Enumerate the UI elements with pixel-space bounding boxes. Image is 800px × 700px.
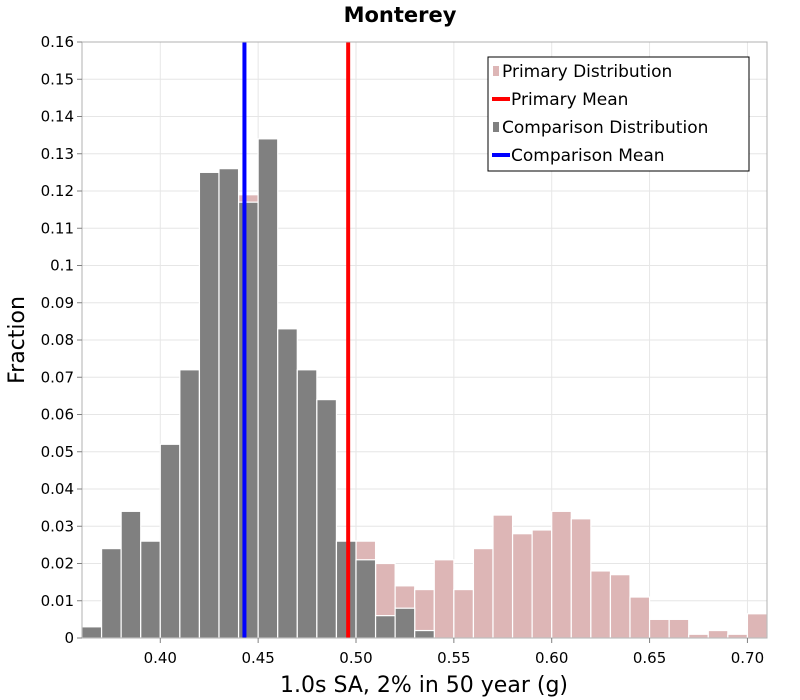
comparison-distribution-bar <box>100 547 122 639</box>
y-tick-label: 0.09 <box>41 294 74 312</box>
primary-distribution-bar <box>746 613 768 639</box>
primary-distribution-bar <box>727 633 749 639</box>
y-tick-label: 0.07 <box>41 368 74 386</box>
y-tick-label: 0.03 <box>41 517 74 535</box>
x-tick-label: 0.60 <box>535 649 568 667</box>
legend-label: Primary Mean <box>511 90 628 110</box>
primary-distribution-bar <box>531 529 553 639</box>
y-tick-label: 0.12 <box>41 182 74 200</box>
legend-label: Comparison Mean <box>511 146 665 166</box>
comparison-distribution-bar <box>120 510 142 639</box>
primary-distribution-bar <box>590 570 612 639</box>
comparison-distribution-bar <box>237 201 259 639</box>
chart-title: Monterey <box>344 3 457 27</box>
comparison-distribution-bar <box>159 443 181 639</box>
y-tick-label: 0.11 <box>41 219 74 237</box>
legend-swatch <box>493 122 499 132</box>
x-axis-ticks: 0.40 0.45 0.50 0.55 0.60 0.65 0.70 <box>144 638 764 667</box>
primary-distribution-bar <box>668 618 690 639</box>
comparison-distribution-bar <box>257 138 279 639</box>
x-tick-label: 0.65 <box>633 649 666 667</box>
y-axis-title: Fraction <box>5 296 30 384</box>
primary-distribution-bar <box>609 574 631 639</box>
y-axis-ticks: 0 0.01 0.02 0.03 0.04 0.05 0.06 0.07 0.08 0.09 0.1… <box>41 33 82 647</box>
primary-distribution-bar <box>570 518 592 639</box>
comparison-distribution-bar <box>277 328 298 639</box>
y-tick-label: 0 <box>64 629 74 647</box>
legend: Primary Distribution Primary Mean Comparis… <box>487 56 750 172</box>
legend-swatch <box>493 66 499 76</box>
x-tick-label: 0.40 <box>144 649 177 667</box>
y-tick-label: 0.15 <box>41 70 74 88</box>
y-tick-label: 0.16 <box>41 33 74 51</box>
y-tick-label: 0.1 <box>50 257 74 275</box>
y-tick-label: 0.13 <box>41 145 74 163</box>
y-tick-label: 0.08 <box>41 331 74 349</box>
comparison-distribution-bar <box>140 540 161 639</box>
legend-label: Primary Distribution <box>502 62 672 82</box>
comparison-distribution-bar <box>316 399 338 639</box>
primary-distribution-bar <box>707 629 729 639</box>
comparison-distribution-bar <box>394 607 416 639</box>
y-tick-label: 0.01 <box>41 592 74 610</box>
comparison-distribution-bar <box>218 168 240 639</box>
comparison-distribution-bar <box>179 369 201 639</box>
comparison-distribution-bar <box>198 171 220 639</box>
primary-distribution-bar <box>472 547 494 639</box>
legend-label: Comparison Distribution <box>502 118 708 138</box>
primary-distribution-bar <box>629 596 651 639</box>
y-tick-label: 0.14 <box>41 108 74 126</box>
primary-distribution-bar <box>551 510 572 639</box>
y-tick-label: 0.06 <box>41 406 74 424</box>
comparison-distribution-bar <box>81 626 103 639</box>
x-tick-label: 0.45 <box>241 649 274 667</box>
comparison-distribution-bar <box>296 369 318 639</box>
x-tick-label: 0.70 <box>731 649 764 667</box>
comparison-distribution-bar <box>355 559 377 639</box>
primary-distribution-bar <box>492 514 514 639</box>
primary-distribution-bar <box>688 633 709 639</box>
comparison-distribution-bar <box>414 629 435 639</box>
y-tick-label: 0.05 <box>41 443 74 461</box>
primary-distribution-bar <box>511 533 533 639</box>
y-tick-label: 0.04 <box>41 480 74 498</box>
x-tick-label: 0.55 <box>437 649 470 667</box>
legend-box <box>487 56 750 172</box>
x-axis-title: 1.0s SA, 2% in 50 year (g) <box>280 673 568 698</box>
comparison-distribution-bar <box>374 615 396 639</box>
x-tick-label: 0.50 <box>339 649 372 667</box>
primary-distribution-bar <box>453 588 475 639</box>
comparison-distribution-bars <box>81 138 435 639</box>
primary-distribution-bar <box>433 559 455 639</box>
mean-lines <box>242 42 351 638</box>
primary-distribution-bar <box>648 618 670 639</box>
y-tick-label: 0.02 <box>41 555 74 573</box>
